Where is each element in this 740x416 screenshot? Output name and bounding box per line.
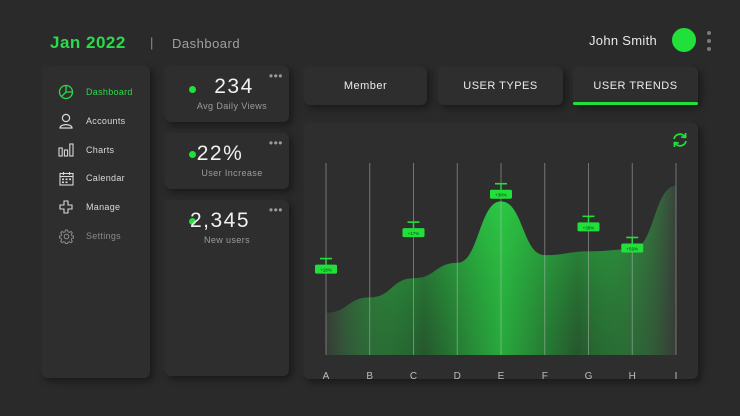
sidebar-item-label: Dashboard bbox=[86, 87, 133, 97]
gear-icon bbox=[56, 226, 76, 246]
stat-value: 22% bbox=[196, 142, 244, 165]
chart-marker[interactable]: +18% bbox=[315, 257, 337, 274]
x-tick-label: G bbox=[585, 371, 593, 379]
sidebar-item-accounts[interactable]: Accounts bbox=[56, 111, 146, 131]
sidebar-item-label: Accounts bbox=[86, 116, 126, 126]
stat-label: User Increase bbox=[201, 168, 263, 178]
sidebar-item-label: Charts bbox=[86, 145, 115, 155]
stat-card-avg-daily-views: ••• 234 Avg Daily Views bbox=[165, 66, 289, 122]
active-tab-indicator bbox=[573, 102, 698, 105]
status-dot bbox=[189, 151, 196, 158]
stat-label: New users bbox=[203, 235, 251, 245]
x-tick-label: B bbox=[366, 371, 373, 379]
sidebar-item-manage[interactable]: Manage bbox=[56, 197, 146, 217]
avatar[interactable] bbox=[672, 28, 696, 52]
marker-badge bbox=[621, 243, 644, 253]
more-options-icon[interactable]: ••• bbox=[268, 203, 283, 217]
stat-label: Avg Daily Views bbox=[196, 101, 268, 111]
x-tick-label: D bbox=[454, 371, 461, 379]
sidebar-item-dashboard[interactable]: Dashboard bbox=[56, 82, 146, 102]
calendar-icon bbox=[56, 168, 76, 188]
header-date: Jan 2022 bbox=[50, 33, 126, 52]
marker-label: +17% bbox=[408, 231, 420, 236]
bar-chart-icon bbox=[56, 140, 76, 160]
chart-markers: +18% +17% +38% +38% +59% bbox=[315, 182, 644, 274]
more-options-icon[interactable]: ••• bbox=[268, 136, 283, 150]
sidebar-item-settings[interactable]: Settings bbox=[56, 226, 146, 246]
sidebar-item-label: Settings bbox=[86, 231, 121, 241]
x-tick-label: F bbox=[542, 371, 548, 379]
chart-grid bbox=[325, 163, 677, 355]
pie-chart-icon bbox=[56, 82, 76, 102]
sidebar-item-label: Manage bbox=[86, 202, 121, 212]
status-dot bbox=[189, 86, 196, 93]
x-tick-label: I bbox=[675, 371, 678, 379]
marker-label: +38% bbox=[495, 193, 507, 198]
tab-member[interactable]: Member bbox=[304, 67, 427, 105]
sidebar-item-label: Calendar bbox=[86, 173, 125, 183]
sidebar: Dashboard Accounts Charts Calendar Manag… bbox=[42, 66, 150, 378]
chart-marker[interactable]: +59% bbox=[621, 236, 644, 253]
marker-label: +18% bbox=[320, 268, 332, 273]
stat-value: 2,345 bbox=[189, 209, 251, 232]
x-tick-label: C bbox=[410, 371, 417, 379]
marker-label: +59% bbox=[626, 246, 638, 251]
x-tick-label: A bbox=[323, 371, 330, 379]
stat-card-user-increase: ••• 22% User Increase bbox=[165, 133, 289, 189]
marker-badge bbox=[490, 189, 512, 199]
tab-user-types[interactable]: USER TYPES bbox=[438, 67, 563, 105]
more-options-icon[interactable] bbox=[706, 31, 712, 51]
chart-marker[interactable]: +38% bbox=[577, 215, 600, 232]
marker-badge bbox=[315, 264, 337, 274]
refresh-icon[interactable] bbox=[673, 132, 687, 148]
chart-marker[interactable]: +38% bbox=[490, 182, 512, 199]
user-icon bbox=[56, 111, 76, 131]
status-dot bbox=[189, 218, 196, 225]
sidebar-item-calendar[interactable]: Calendar bbox=[56, 168, 146, 188]
marker-badge bbox=[577, 222, 600, 232]
marker-label: +38% bbox=[583, 225, 595, 230]
marker-badge bbox=[402, 228, 425, 238]
page-title: Dashboard bbox=[172, 36, 241, 51]
chart-x-axis: A B C D E F G H I bbox=[323, 371, 678, 379]
chart-marker[interactable]: +17% bbox=[402, 221, 425, 238]
sidebar-item-charts[interactable]: Charts bbox=[56, 140, 146, 160]
user-trends-chart: +18% +17% +38% +38% +59% A B C D E F G H I bbox=[315, 132, 687, 379]
stat-card-new-users: ••• 2,345 New users bbox=[165, 200, 289, 376]
header-separator: | bbox=[150, 35, 154, 50]
tab-user-trends[interactable]: USER TRENDS bbox=[573, 67, 698, 105]
x-tick-label: H bbox=[629, 371, 636, 379]
plus-icon bbox=[56, 197, 76, 217]
more-options-icon[interactable]: ••• bbox=[268, 69, 283, 83]
x-tick-label: E bbox=[498, 371, 505, 379]
user-name[interactable]: John Smith bbox=[589, 33, 658, 48]
stat-value: 234 bbox=[214, 75, 254, 98]
